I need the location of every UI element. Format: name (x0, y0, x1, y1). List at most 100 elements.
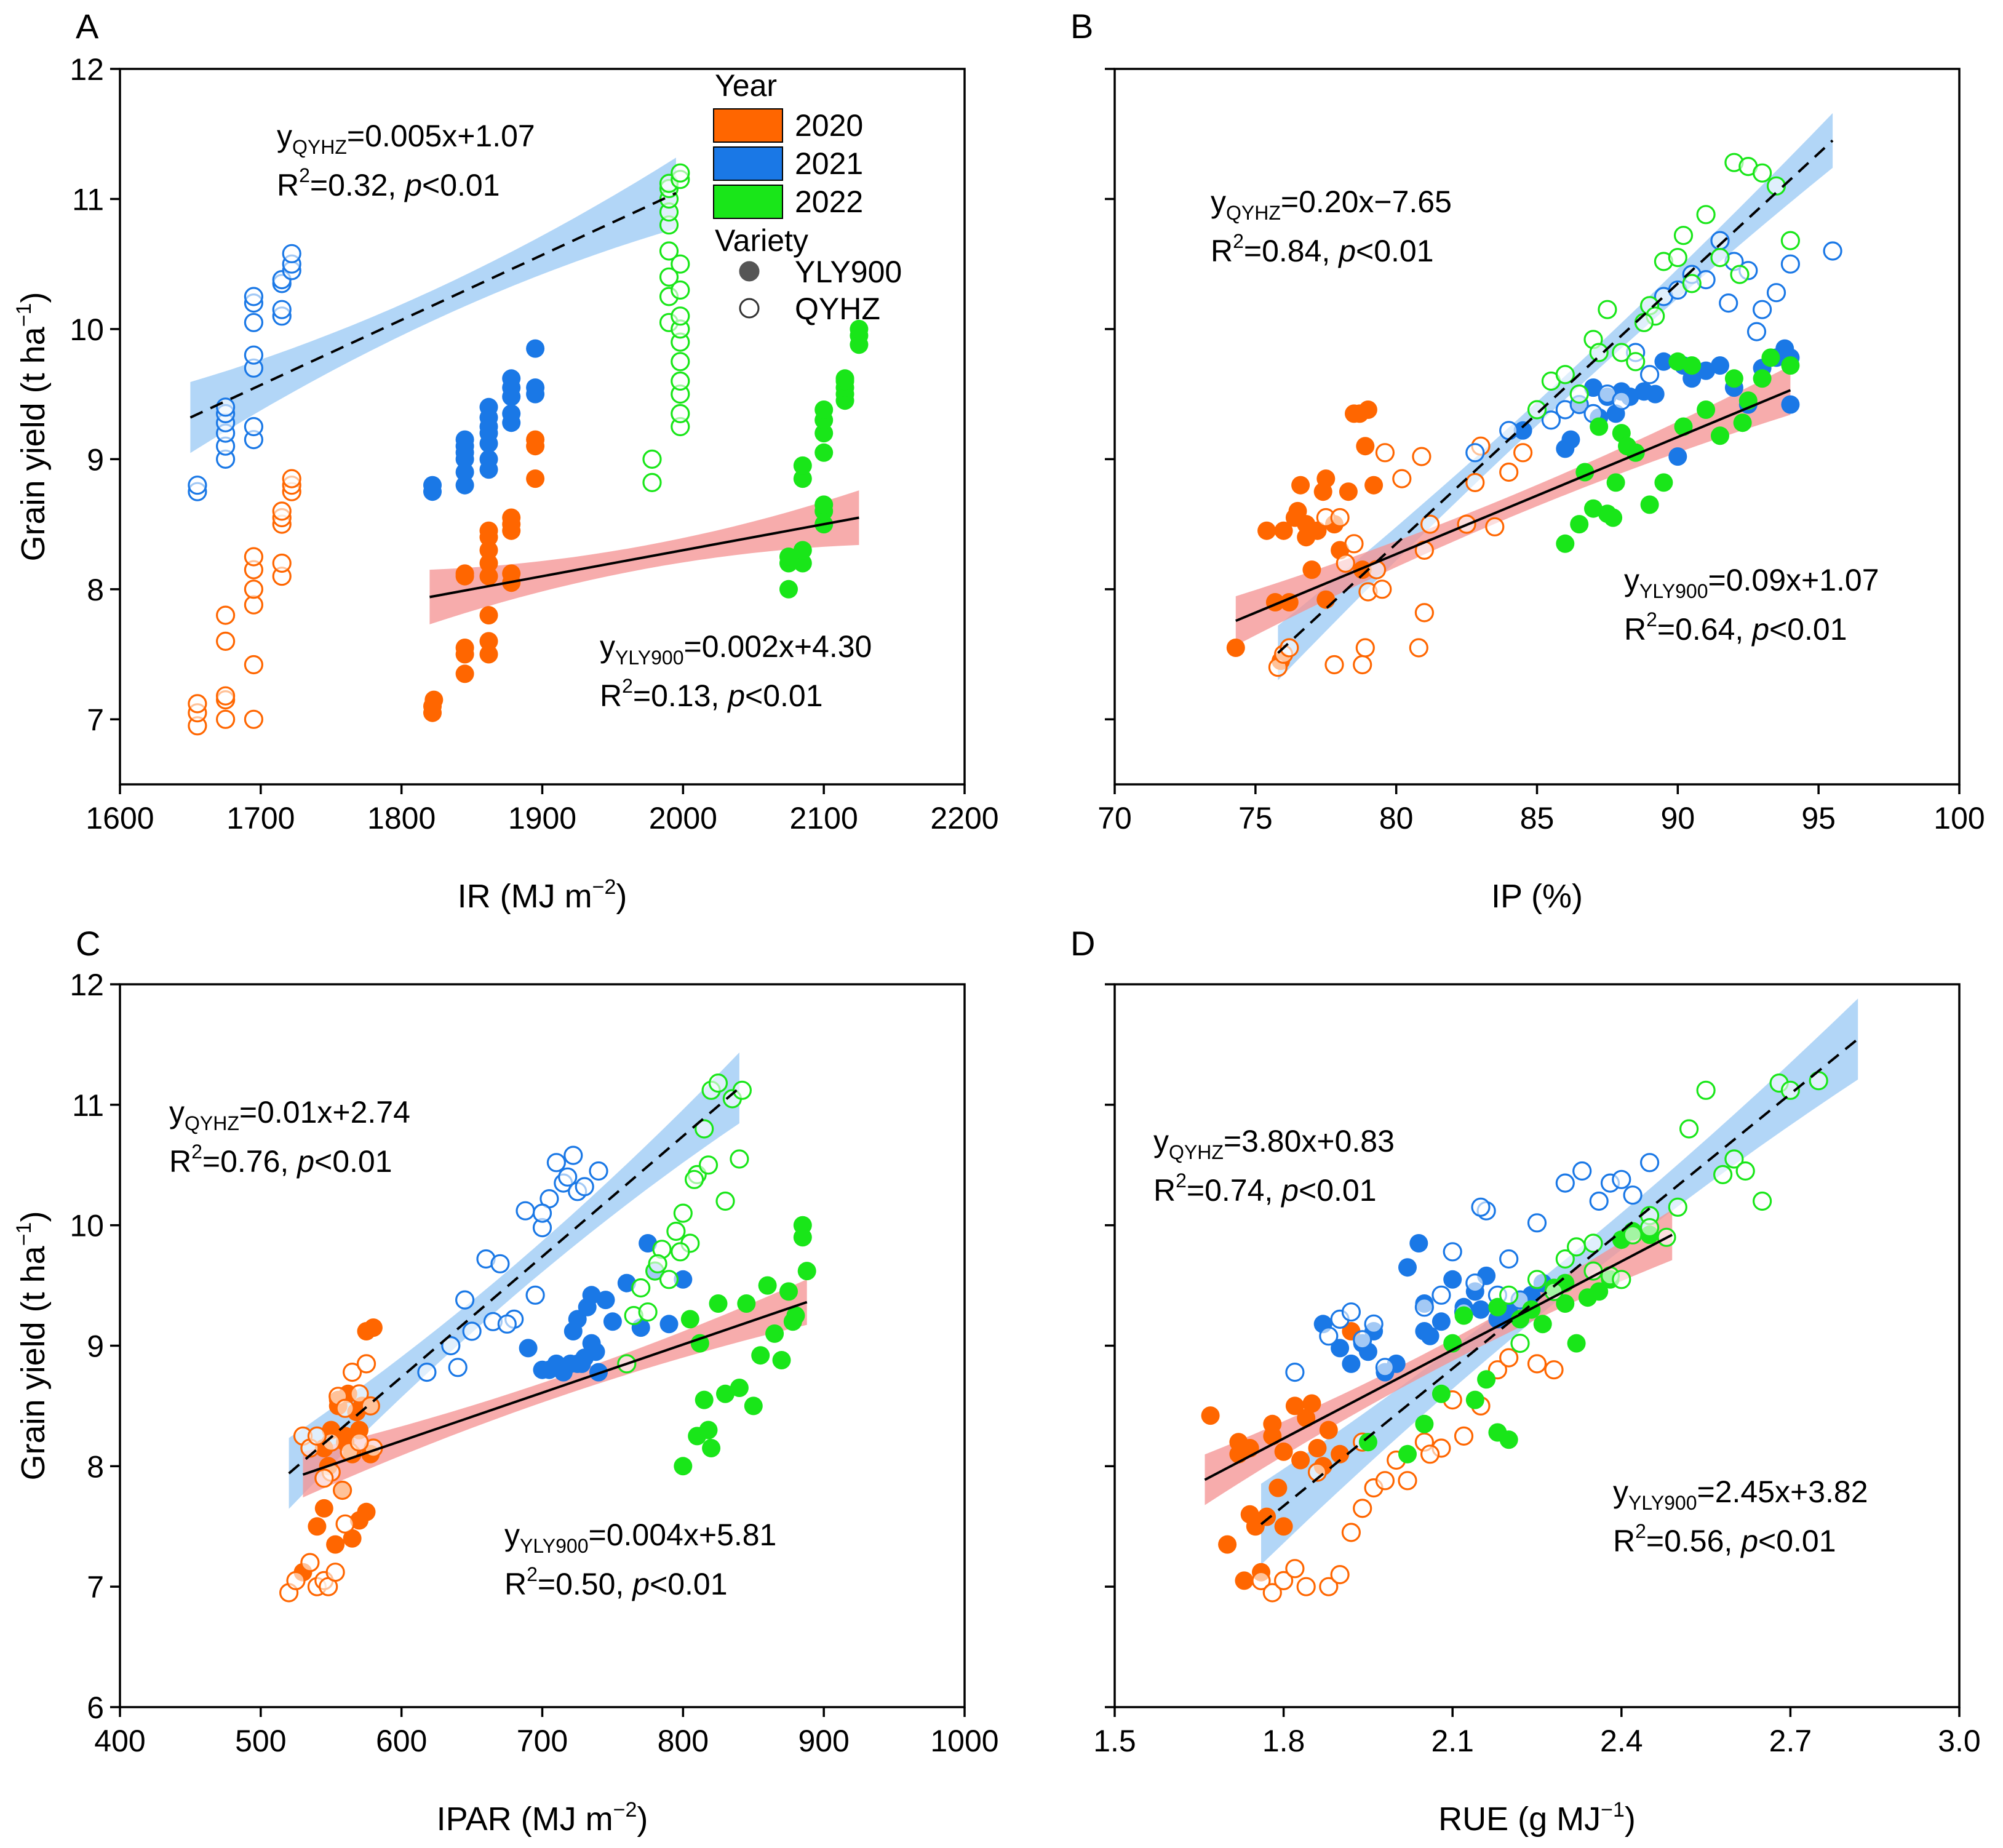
regression-line-yly900 (1204, 1233, 1673, 1481)
data-point-2020-qyhz (1420, 514, 1440, 534)
data-point-2022-qyhz (1753, 163, 1772, 183)
data-point-2020-qyhz (342, 1363, 362, 1382)
data-point-2021-yly900 (1513, 421, 1532, 440)
data-point-2022-yly900 (1567, 1334, 1586, 1353)
equation-subscript: QYHZ (1226, 202, 1281, 224)
data-point-2020-yly900 (1229, 1433, 1248, 1452)
data-point-2022-yly900 (1668, 352, 1687, 371)
data-point-2022-qyhz (648, 1254, 667, 1273)
data-point-2021-qyhz (558, 1167, 578, 1187)
data-point-2022-yly900 (1618, 437, 1636, 456)
x-axis-label-sup: −2 (613, 1798, 637, 1822)
data-point-2020-qyhz (1420, 1444, 1440, 1464)
data-point-2020-qyhz (1392, 469, 1412, 488)
data-point-2021-qyhz (532, 1203, 552, 1223)
x-axis-label: IP (%) (1491, 878, 1583, 915)
data-point-2020-qyhz (1296, 1577, 1316, 1596)
p-symbol: p (727, 679, 745, 713)
data-point-2020-yly900 (1302, 560, 1321, 579)
r-squared-qyhz: R2=0.32, p<0.01 (277, 164, 500, 202)
data-point-2022-yly900 (744, 1396, 763, 1416)
data-point-2020-qyhz (1485, 517, 1505, 536)
data-point-2021-yly900 (659, 1315, 679, 1334)
data-point-2021-qyhz (441, 1336, 461, 1356)
data-point-2020-yly900 (479, 632, 498, 651)
data-point-2021-qyhz (1612, 391, 1631, 410)
data-point-2022-yly900 (765, 1324, 784, 1343)
data-point-2021-qyhz (525, 1285, 545, 1305)
p-symbol: p (1740, 1524, 1758, 1558)
regression-line-qyhz (288, 1086, 741, 1475)
r-squared-yly900: R2=0.50, p<0.01 (504, 1563, 728, 1601)
y-axis-label-text: Grain yield (t ha (15, 1245, 52, 1480)
data-point-2021-qyhz (1319, 1326, 1339, 1346)
data-point-2022-yly900 (1654, 473, 1673, 492)
data-point-2021-qyhz (1612, 1169, 1631, 1189)
data-point-2021-qyhz (272, 300, 292, 319)
data-point-2022-yly900 (1781, 356, 1800, 375)
data-point-2022-qyhz (638, 1302, 658, 1322)
data-point-2021-qyhz (244, 287, 263, 306)
data-point-2021-qyhz (589, 1161, 608, 1181)
data-point-2020-qyhz (349, 1432, 369, 1452)
data-point-2022-qyhz (1598, 300, 1617, 319)
data-point-2022-yly900 (1753, 369, 1772, 388)
data-point-2021-qyhz (448, 1358, 468, 1377)
data-point-2020-yly900 (479, 567, 498, 586)
data-point-2022-yly900 (779, 1282, 798, 1301)
data-point-2022-qyhz (642, 472, 662, 493)
data-point-2022-qyhz (1668, 1197, 1687, 1217)
data-point-2021-yly900 (526, 378, 545, 397)
x-tick-label: 1900 (508, 801, 576, 835)
p-symbol: p (1751, 612, 1769, 647)
superscript-two: 2 (1176, 1169, 1187, 1192)
y-axis-label-sup: −1 (12, 303, 36, 327)
p-value: <0.01 (422, 168, 500, 202)
x-tick-label: 80 (1379, 801, 1414, 835)
x-tick-label: 95 (1801, 801, 1836, 835)
data-point-2020-qyhz (1251, 1571, 1271, 1590)
data-point-2021-qyhz (1780, 254, 1800, 274)
data-point-2022-qyhz (1673, 226, 1694, 245)
data-point-2020-qyhz (244, 709, 263, 729)
data-point-2022-yly900 (1590, 417, 1609, 436)
panel-letter: A (76, 7, 99, 46)
data-point-2021-qyhz (490, 1254, 510, 1273)
r-squared-yly900: R2=0.64, p<0.01 (1624, 608, 1847, 647)
data-point-2022-yly900 (1711, 426, 1729, 445)
data-point-2021-qyhz (1465, 443, 1485, 463)
equation-qyhz: yQYHZ=0.005x+1.07 (277, 119, 535, 158)
data-point-2022-yly900 (835, 369, 854, 388)
data-point-2021-qyhz (1465, 1273, 1485, 1293)
y-axis-label: Grain yield (t ha−1) (12, 1211, 52, 1481)
data-point-2022-yly900 (716, 1384, 735, 1403)
data-point-2020-yly900 (1339, 482, 1358, 501)
data-point-2022-yly900 (793, 1228, 812, 1247)
equation-subscript: QYHZ (185, 1112, 239, 1134)
legend-year-label: 2022 (795, 185, 863, 219)
equation-subscript: YLY900 (615, 647, 684, 669)
data-point-2020-qyhz (1330, 1565, 1350, 1585)
data-point-2022-qyhz (1612, 343, 1631, 362)
x-tick-label: 1.8 (1262, 1724, 1305, 1758)
data-point-2021-yly900 (1781, 395, 1800, 414)
data-point-2020-qyhz (1353, 655, 1372, 675)
data-point-2020-yly900 (1364, 476, 1384, 495)
equation-subscript: YLY900 (520, 1535, 589, 1557)
data-point-2020-yly900 (1331, 1444, 1350, 1464)
data-point-2022-qyhz (671, 306, 690, 326)
data-point-2021-qyhz (1541, 410, 1561, 430)
regression-line-qyhz (1277, 139, 1834, 654)
equation-subscript: QYHZ (1169, 1141, 1224, 1163)
data-point-2020-yly900 (1291, 1451, 1310, 1470)
data-point-2021-qyhz (282, 244, 301, 263)
data-point-2021-yly900 (502, 369, 521, 388)
equation-expression: =0.005x+1.07 (347, 119, 535, 153)
p-symbol: p (1337, 234, 1356, 268)
data-point-2021-qyhz (1719, 293, 1738, 313)
data-point-2021-yly900 (1415, 1322, 1434, 1340)
x-tick-label: 1700 (226, 801, 295, 835)
data-point-2020-yly900 (1297, 1409, 1316, 1427)
data-point-2022-yly900 (1606, 473, 1625, 492)
